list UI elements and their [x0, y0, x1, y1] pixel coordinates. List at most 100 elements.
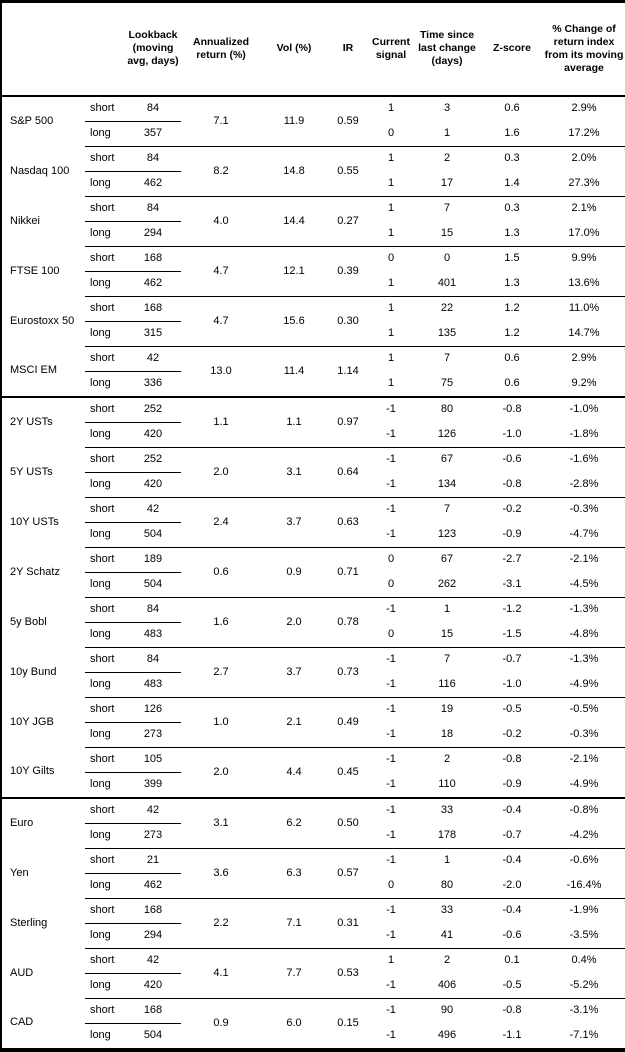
signal-value: -1: [386, 427, 396, 440]
side-label-short: short: [90, 403, 115, 416]
ir-cell: 0.64: [327, 447, 369, 498]
side-label-long: long: [90, 929, 111, 942]
lookback-value: 357: [143, 127, 163, 140]
asset-name: 2Y Schatz: [10, 565, 60, 578]
pct-change-cell-short: 2.0%: [543, 146, 625, 171]
lookback-cell-long: 504: [125, 1023, 181, 1050]
annualized-return-cell: 3.1: [181, 797, 261, 849]
time-cell-long: 116: [413, 672, 481, 698]
vol-value: 1.1: [286, 415, 302, 428]
lookback-value: 420: [143, 428, 163, 441]
time-value: 134: [437, 477, 457, 490]
zscore-cell-long: -3.1: [481, 572, 543, 598]
lookback-cell-long: 462: [125, 271, 181, 297]
signal-cell-long: -1: [369, 722, 413, 748]
asset-block: MSCI EM short 42 13.0 11.4 1.14 1 7 0.6 …: [1, 346, 625, 398]
pct-change-cell-long: 17.2%: [543, 121, 625, 147]
pct-change-cell-long: -4.9%: [543, 772, 625, 799]
pct-change-value: -4.9%: [569, 677, 599, 690]
annualized-return-value: 1.1: [213, 415, 229, 428]
asset-block: AUD short 42 4.1 7.7 0.53 1 2 0.1 0.4% l…: [1, 948, 625, 999]
zscore-cell-short: 0.3: [481, 146, 543, 171]
lookback-cell-short: 42: [125, 948, 181, 974]
pct-change-cell-short: 9.9%: [543, 246, 625, 271]
asset-name: 10y Bund: [10, 665, 57, 678]
lookback-cell-short: 84: [125, 196, 181, 222]
pct-change-cell-long: -2.8%: [543, 472, 625, 498]
lookback-value: 462: [143, 277, 163, 290]
zscore-value: -0.8: [502, 753, 522, 766]
pct-change-cell-short: 11.0%: [543, 296, 625, 321]
table-row-long: long 420 -1 134 -0.8 -2.8%: [1, 472, 625, 498]
time-value: 22: [440, 302, 454, 315]
time-cell-short: 67: [413, 547, 481, 572]
time-cell-long: 406: [413, 973, 481, 999]
signal-cell-short: -1: [369, 998, 413, 1023]
time-cell-short: 80: [413, 397, 481, 423]
vol-value: 6.2: [286, 816, 302, 829]
side-label-short: short: [90, 302, 115, 315]
side-label-cell-long: long: [85, 672, 125, 698]
zscore-value: -0.9: [502, 527, 522, 540]
time-cell-short: 1: [413, 597, 481, 622]
pct-change-value: -4.8%: [569, 627, 599, 640]
lookback-value: 273: [143, 728, 163, 741]
side-label-cell-short: short: [85, 898, 125, 924]
pct-change-value: -3.5%: [569, 928, 599, 941]
zscore-value: -0.8: [502, 403, 522, 416]
side-label-short: short: [90, 202, 115, 215]
lookback-value: 336: [143, 377, 163, 390]
vol-value: 15.6: [283, 314, 305, 327]
side-label-long: long: [90, 177, 111, 190]
signal-cell-long: -1: [369, 923, 413, 949]
side-label-short: short: [90, 854, 115, 867]
zscore-value: 0.3: [504, 202, 520, 215]
signal-cell-short: 1: [369, 96, 413, 122]
ir-value: 0.49: [337, 715, 359, 728]
annualized-return-cell: 1.6: [181, 597, 261, 648]
ir-value: 0.57: [337, 866, 359, 879]
col-header-ir: IR: [327, 1, 369, 97]
pct-change-cell-short: -2.1%: [543, 547, 625, 572]
time-value: 0: [443, 252, 451, 265]
lookback-cell-long: 399: [125, 772, 181, 799]
zscore-cell-short: -0.8: [481, 397, 543, 423]
signal-value: 0: [387, 878, 395, 891]
table-row-long: long 462 1 401 1.3 13.6%: [1, 271, 625, 297]
annualized-return-value: 2.4: [213, 515, 229, 528]
side-label-short: short: [90, 1004, 115, 1017]
time-cell-short: 1: [413, 848, 481, 873]
side-label-cell-short: short: [85, 196, 125, 222]
side-label-cell-short: short: [85, 497, 125, 523]
asset-name: 10Y USTs: [10, 515, 59, 528]
asset-name: 10Y JGB: [10, 715, 54, 728]
signal-value: 1: [387, 176, 395, 189]
zscore-cell-long: 1.3: [481, 271, 543, 297]
signal-value: 1: [387, 352, 395, 365]
side-label-short: short: [90, 603, 115, 616]
asset-name-cell: Nikkei: [1, 196, 85, 246]
side-label-short: short: [90, 352, 115, 365]
pct-change-value: -4.2%: [569, 828, 599, 841]
lookback-cell-long: 357: [125, 121, 181, 147]
side-label-cell-long: long: [85, 973, 125, 999]
lookback-cell-long: 483: [125, 672, 181, 698]
signal-cell-long: -1: [369, 672, 413, 698]
pct-change-value: 2.9%: [571, 352, 597, 365]
time-cell-long: 75: [413, 371, 481, 398]
pct-change-value: -4.5%: [569, 577, 599, 590]
pct-change-cell-long: 14.7%: [543, 321, 625, 347]
zscore-value: -0.7: [502, 828, 522, 841]
time-value: 15: [440, 627, 454, 640]
ir-value: 0.63: [337, 515, 359, 528]
annualized-return-value: 13.0: [210, 364, 232, 377]
pct-change-cell-short: -2.1%: [543, 747, 625, 772]
side-label-cell-short: short: [85, 95, 125, 122]
asset-block: 10Y JGB short 126 1.0 2.1 0.49 -1 19 -0.…: [1, 697, 625, 748]
time-value: 406: [437, 978, 457, 991]
lookback-cell-short: 42: [125, 797, 181, 824]
zscore-value: 1.4: [504, 176, 520, 189]
signal-cell-long: -1: [369, 823, 413, 849]
annualized-return-value: 0.6: [213, 565, 229, 578]
lookback-value: 462: [143, 177, 163, 190]
